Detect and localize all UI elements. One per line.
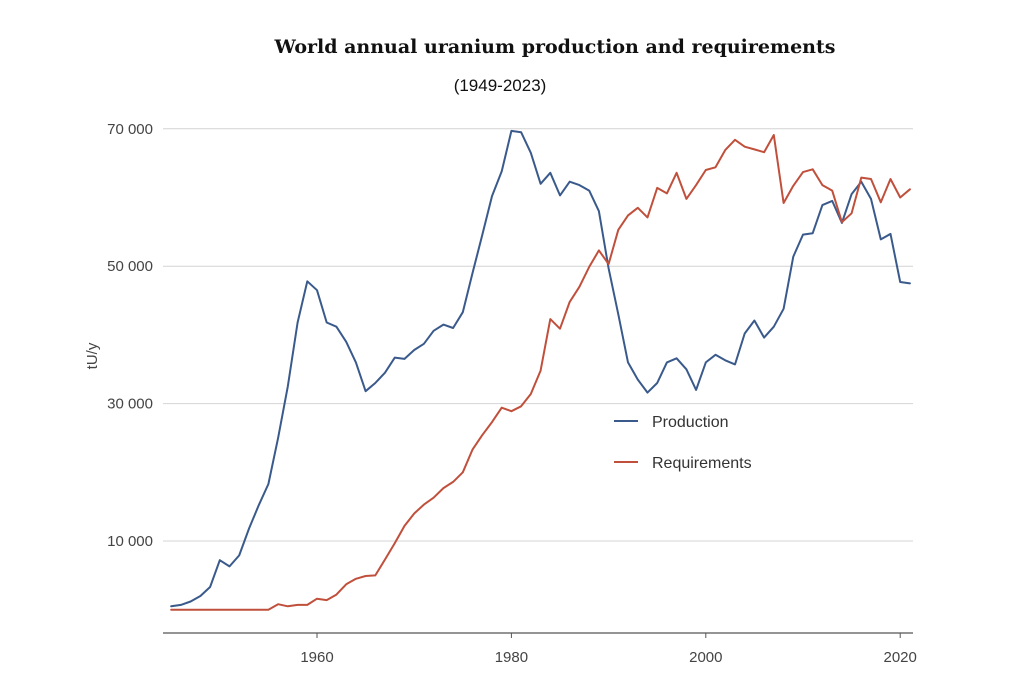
series-line-production: [170, 129, 911, 608]
grid-lines: [163, 128, 913, 542]
legend-label-production: Production: [652, 414, 729, 431]
y-tick-label: 10 000: [107, 533, 153, 550]
x-tick-label: 1960: [300, 649, 333, 666]
x-tick-label: 1980: [495, 649, 528, 666]
y-axis-title: tU/y: [84, 342, 101, 369]
y-tick-label: 70 000: [107, 121, 153, 138]
x-tick-labels: 1960 1980 2000 2020: [300, 633, 917, 666]
series-lines: [170, 129, 911, 611]
chart-subtitle: (1949-2023): [453, 76, 547, 95]
legend-label-requirements: Requirements: [652, 455, 752, 472]
y-tick-label: 50 000: [107, 258, 153, 275]
y-tick-labels: 10 000 30 000 50 000 70 000: [107, 121, 153, 550]
x-tick-label: 2000: [689, 649, 722, 666]
y-tick-label: 30 000: [107, 396, 153, 413]
series-line-requirements: [170, 134, 911, 611]
x-tick-label: 2020: [884, 649, 917, 666]
chart-title: World annual uranium production and requ…: [274, 36, 836, 58]
legend: Production Requirements: [614, 414, 752, 472]
